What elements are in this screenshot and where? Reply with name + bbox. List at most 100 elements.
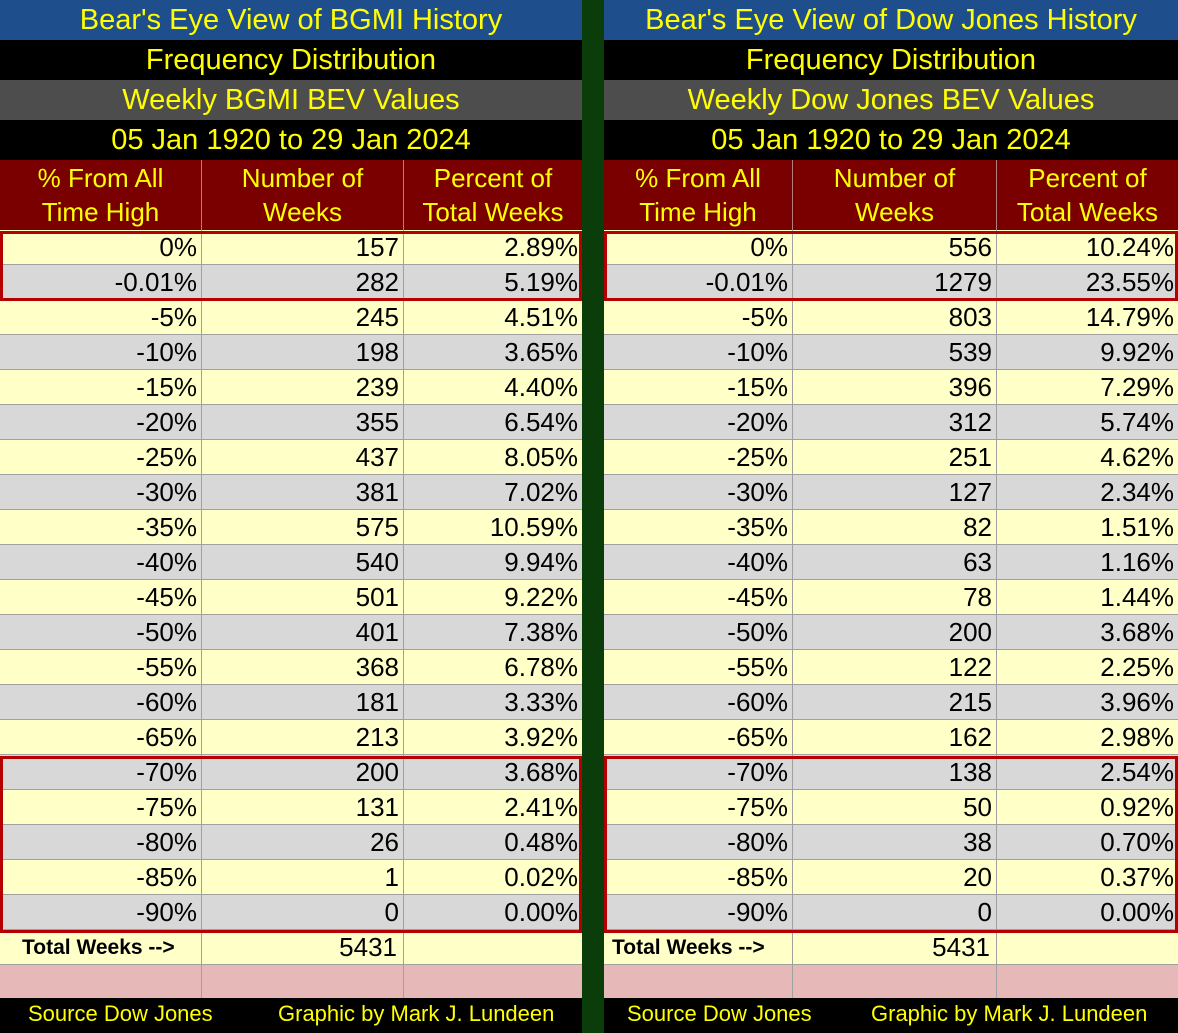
bgmi-subtitle: Frequency Distribution (0, 40, 582, 80)
dow-panel: Bear's Eye View of Dow Jones History Fre… (604, 0, 1178, 1033)
table-row: -0.01% 1279 23.55% (604, 265, 1178, 300)
percent-cell: 2.98% (1100, 722, 1174, 752)
pct-from-ath-cell: -60% (0, 685, 202, 719)
table-row: -65% 213 3.92% (0, 720, 582, 755)
table-row: -70% 138 2.54% (604, 755, 1178, 790)
pct-from-ath-cell: -35% (604, 510, 793, 544)
weeks-cell: 162 (793, 720, 997, 754)
weeks-cell: 181 (202, 685, 404, 719)
pct-from-ath-cell: -0.01% (604, 265, 793, 299)
weeks-cell: 198 (202, 335, 404, 369)
percent-cell: 5.19% (504, 267, 578, 297)
pct-from-ath-cell: -70% (604, 755, 793, 789)
table-row: 0% 556 10.24% (604, 230, 1178, 265)
table-row: -45% 78 1.44% (604, 580, 1178, 615)
pct-from-ath-cell: -85% (0, 860, 202, 894)
weeks-cell: 213 (202, 720, 404, 754)
pct-from-ath-cell: -5% (604, 300, 793, 334)
percent-cell: 9.92% (1100, 337, 1174, 367)
pct-from-ath-cell: -10% (604, 335, 793, 369)
pct-from-ath-cell: -80% (0, 825, 202, 859)
pct-from-ath-cell: -75% (604, 790, 793, 824)
table-row: -40% 540 9.94% (0, 545, 582, 580)
table-row: -35% 575 10.59% (0, 510, 582, 545)
table-row: -80% 26 0.48% (0, 825, 582, 860)
percent-cell: 2.54% (1100, 757, 1174, 787)
weeks-cell: 556 (793, 230, 997, 264)
bgmi-footer: Source Dow Jones Graphic by Mark J. Lund… (0, 998, 582, 1030)
col-header-percent-of-total: Percent of Total Weeks (422, 163, 564, 227)
table-row: -25% 437 8.05% (0, 440, 582, 475)
pct-from-ath-cell: -10% (0, 335, 202, 369)
weeks-cell: 355 (202, 405, 404, 439)
table-row: -85% 1 0.02% (0, 860, 582, 895)
percent-cell: 4.62% (1100, 442, 1174, 472)
table-row: -25% 251 4.62% (604, 440, 1178, 475)
dow-table-body: 0% 556 10.24% -0.01% 1279 23.55% -5% 803 14.79% -… (604, 230, 1178, 930)
weeks-cell: 381 (202, 475, 404, 509)
table-row: -15% 396 7.29% (604, 370, 1178, 405)
dow-date-range: 05 Jan 1920 to 29 Jan 2024 (604, 120, 1178, 160)
pct-from-ath-cell: -20% (604, 405, 793, 439)
percent-cell: 9.22% (504, 582, 578, 612)
weeks-cell: 1 (202, 860, 404, 894)
percent-cell: 6.54% (504, 407, 578, 437)
percent-cell: 4.51% (504, 302, 578, 332)
pct-from-ath-cell: -25% (0, 440, 202, 474)
weeks-cell: 200 (793, 615, 997, 649)
source-note: Source Dow Jones (627, 1001, 812, 1026)
percent-cell: 2.34% (1100, 477, 1174, 507)
pct-from-ath-cell: -75% (0, 790, 202, 824)
weeks-cell: 245 (202, 300, 404, 334)
dow-title: Bear's Eye View of Dow Jones History (604, 0, 1178, 40)
pct-from-ath-cell: -15% (0, 370, 202, 404)
bgmi-blank-row (0, 965, 582, 998)
total-weeks-value: 5431 (793, 930, 997, 964)
pct-from-ath-cell: -55% (0, 650, 202, 684)
weeks-cell: 401 (202, 615, 404, 649)
weeks-cell: 157 (202, 230, 404, 264)
percent-cell: 6.78% (504, 652, 578, 682)
table-row: -40% 63 1.16% (604, 545, 1178, 580)
pct-from-ath-cell: -65% (0, 720, 202, 754)
percent-cell: 2.41% (504, 792, 578, 822)
total-label: Total Weeks --> (604, 930, 793, 964)
percent-cell: 3.68% (504, 757, 578, 787)
pct-from-ath-cell: -90% (0, 895, 202, 929)
weeks-cell: 138 (793, 755, 997, 789)
pct-from-ath-cell: -20% (0, 405, 202, 439)
table-row: 0% 157 2.89% (0, 230, 582, 265)
table-row: -5% 245 4.51% (0, 300, 582, 335)
col-header-number-of-weeks: Number of Weeks (793, 160, 997, 230)
weeks-cell: 200 (202, 755, 404, 789)
table-row: -80% 38 0.70% (604, 825, 1178, 860)
pct-from-ath-cell: -90% (604, 895, 793, 929)
table-row: -10% 198 3.65% (0, 335, 582, 370)
pct-from-ath-cell: -55% (604, 650, 793, 684)
table-row: -50% 200 3.68% (604, 615, 1178, 650)
weeks-cell: 215 (793, 685, 997, 719)
pct-from-ath-cell: 0% (0, 230, 202, 264)
pct-from-ath-cell: -80% (604, 825, 793, 859)
weeks-cell: 20 (793, 860, 997, 894)
percent-cell: 0.48% (504, 827, 578, 857)
bgmi-column-headers: % From All Time High Number of Weeks Perce… (0, 160, 582, 230)
table-row: -50% 401 7.38% (0, 615, 582, 650)
weeks-cell: 575 (202, 510, 404, 544)
percent-cell: 3.65% (504, 337, 578, 367)
table-row: -65% 162 2.98% (604, 720, 1178, 755)
total-label: Total Weeks --> (0, 930, 202, 964)
weeks-cell: 239 (202, 370, 404, 404)
weeks-cell: 539 (793, 335, 997, 369)
weeks-cell: 63 (793, 545, 997, 579)
percent-cell: 1.16% (1100, 547, 1174, 577)
percent-cell: 23.55% (1085, 267, 1174, 297)
credit-note: Graphic by Mark J. Lundeen (278, 1001, 555, 1026)
table-row: -70% 200 3.68% (0, 755, 582, 790)
weeks-cell: 38 (793, 825, 997, 859)
table-row: -55% 122 2.25% (604, 650, 1178, 685)
percent-cell: 14.79% (1085, 302, 1174, 332)
panel-divider (582, 0, 604, 1033)
percent-cell: 7.29% (1100, 372, 1174, 402)
table-row: -0.01% 282 5.19% (0, 265, 582, 300)
